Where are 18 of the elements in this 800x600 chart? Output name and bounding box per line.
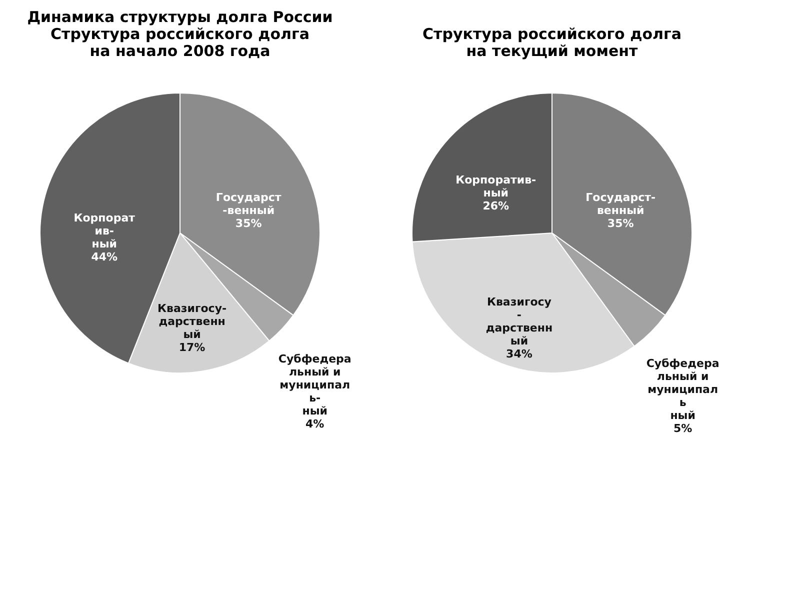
data-label: 5% (673, 422, 692, 435)
slice-label: Корпоратив- ный (456, 173, 536, 200)
slice-label: Субфедера льный и муниципал ь- ный (278, 352, 352, 418)
slice-label: Квазигосу- дарственн ый (158, 302, 227, 342)
slice-label: Субфедера льный и муниципал ь ный (646, 356, 720, 422)
slice-label: Квазигосу - дарственн ый (486, 296, 553, 348)
data-label: 26% (482, 199, 510, 212)
data-label: 35% (235, 217, 262, 230)
data-label: 34% (506, 348, 532, 361)
slice-label: Корпорат ив- ный (74, 212, 136, 251)
slice-label: Государст- венный (586, 191, 656, 218)
chart-title: Структура российского долга на текущий момент (422, 25, 682, 60)
chart-title: Динамика структуры долга России Структура российского долга на начало 2008 года (27, 8, 333, 60)
data-label: 44% (91, 250, 118, 264)
data-label: 17% (178, 341, 206, 354)
data-label: 4% (306, 418, 324, 431)
data-label: 35% (607, 217, 634, 230)
slice-label: Государст -венный (216, 191, 282, 218)
